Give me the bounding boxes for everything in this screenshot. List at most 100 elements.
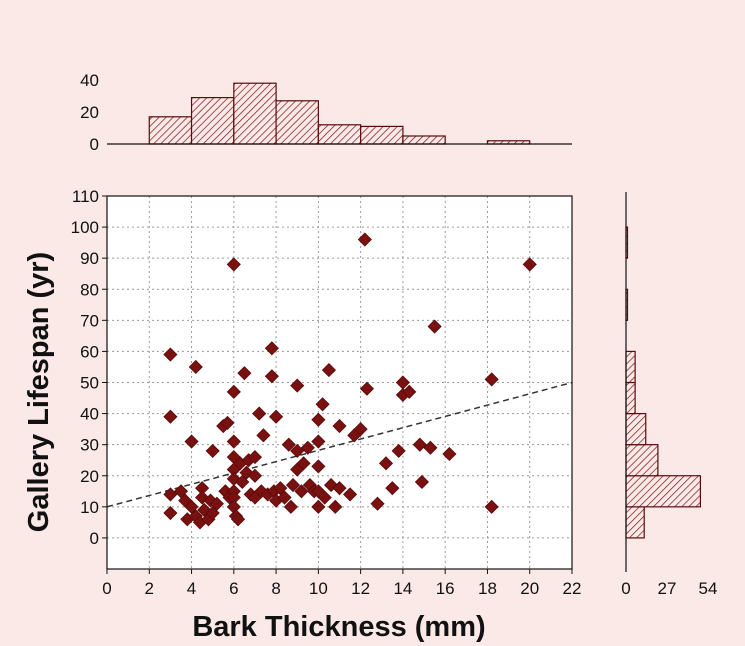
right-histogram-bar [625, 350, 636, 384]
scatter-points [163, 232, 537, 530]
x-tick-label: 10 [309, 579, 328, 598]
x-tick-label: 16 [436, 579, 455, 598]
scatter-point [294, 484, 309, 499]
y-tick-label: 100 [71, 218, 99, 237]
scatter-point [484, 499, 499, 514]
y-tick-label: 20 [80, 467, 99, 486]
scatter-point [163, 505, 178, 521]
scatter-point [226, 384, 241, 399]
right-histogram-bar [625, 381, 636, 415]
scatter-point [252, 406, 267, 421]
scatter-point [285, 478, 301, 493]
scatter-point [220, 415, 235, 430]
scatter-point [290, 443, 305, 458]
x-tick-label: 2 [145, 579, 154, 598]
y-tick-label: 60 [80, 342, 99, 361]
x-axis-ticks: 0 2 4 6 8 10 12 14 16 18 20 22 [102, 569, 581, 598]
y-tick-label: 10 [80, 498, 99, 517]
scatter-point [311, 459, 326, 474]
scatter-point [283, 499, 298, 514]
scatter-point [300, 440, 315, 455]
scatter-point [332, 481, 347, 496]
scatter-point [359, 381, 375, 396]
scatter-point [328, 499, 343, 514]
y-tick-label: 70 [80, 311, 99, 330]
top-histogram-bar [275, 100, 319, 145]
scatter-point [205, 443, 220, 458]
scatter-point [522, 257, 537, 272]
scatter-point [343, 487, 358, 502]
scatter-point [226, 257, 241, 272]
x-tick-label: 6 [229, 579, 238, 598]
scatter-point [357, 232, 372, 247]
scatter-point [317, 490, 332, 505]
scatter-point [264, 341, 279, 356]
x-tick-label: 8 [271, 579, 280, 598]
scatter-point [484, 372, 499, 387]
scatter-point [209, 496, 224, 511]
scatter-plot: 0 2 4 6 8 10 12 14 16 18 20 22 0 10 20 30 40 50 60 70 80 90 1… [23, 187, 581, 643]
scatter-point [385, 481, 400, 496]
y-tick-label: 0 [90, 529, 99, 548]
scatter-point [315, 397, 330, 412]
y-axis-title: Gallery Lifespan (yr) [23, 252, 55, 532]
scatter-point [264, 369, 279, 384]
y-tick-label: 50 [80, 374, 99, 393]
y-axis-ticks: 0 10 20 30 40 50 60 70 80 90 100 110 [71, 187, 107, 548]
top-histogram-y-tick-label: 0 [90, 135, 99, 154]
top-histogram-y-tick-label: 20 [80, 103, 99, 122]
scatter-point [442, 446, 457, 462]
scatter-point [277, 490, 292, 505]
top-histogram-bar [148, 116, 193, 145]
scatter-point [184, 434, 199, 449]
scatter-point [296, 456, 311, 471]
right-histogram-bar [625, 444, 659, 477]
x-tick-label: 0 [102, 579, 111, 598]
scatter-point [188, 359, 203, 375]
scatter-point [163, 409, 178, 424]
top-histogram: 0 20 40 [80, 71, 572, 154]
scatter-point [311, 412, 326, 427]
right-histogram-x-ticks: 0 27 54 [621, 579, 717, 598]
right-histogram: 0 27 54 [621, 192, 717, 598]
y-tick-label: 40 [80, 405, 99, 424]
top-histogram-y-tick-label: 40 [80, 71, 99, 90]
x-tick-label: 20 [520, 579, 539, 598]
scatter-point [281, 437, 296, 452]
top-histogram-bar [402, 135, 446, 145]
x-tick-label: 4 [187, 579, 196, 598]
top-histogram-y-ticks: 0 20 40 [80, 71, 99, 154]
y-tick-label: 30 [80, 436, 99, 455]
y-tick-label: 80 [80, 280, 99, 299]
right-histogram-x-tick-label: 0 [621, 579, 630, 598]
scatter-point [163, 347, 178, 362]
right-histogram-bar [625, 475, 702, 508]
top-histogram-bar [317, 124, 362, 145]
scatter-point [402, 384, 417, 399]
y-tick-label: 110 [72, 187, 99, 206]
scatter-point [269, 409, 284, 424]
right-histogram-bars [625, 226, 702, 539]
scatter-point [378, 456, 394, 471]
scatter-point [423, 440, 438, 455]
right-histogram-x-tick-label: 54 [699, 579, 718, 598]
scatter-point [230, 512, 246, 527]
scatter-point [237, 366, 252, 381]
right-histogram-bar [625, 412, 647, 446]
x-tick-label: 14 [393, 579, 412, 598]
scatter-point [353, 422, 368, 437]
x-tick-label: 22 [563, 579, 582, 598]
scatter-point [414, 474, 429, 490]
scatter-point [163, 487, 178, 502]
x-tick-label: 18 [478, 579, 497, 598]
scatter-point [412, 437, 427, 452]
scatter-point [427, 319, 442, 334]
scatter-point [311, 499, 326, 514]
scatter-point [391, 443, 406, 458]
scatter-point [321, 363, 336, 378]
scatter-point [311, 434, 326, 449]
scatter-point [247, 450, 263, 465]
x-axis-title: Bark Thickness (mm) [192, 611, 485, 643]
scatter-point [332, 418, 347, 434]
